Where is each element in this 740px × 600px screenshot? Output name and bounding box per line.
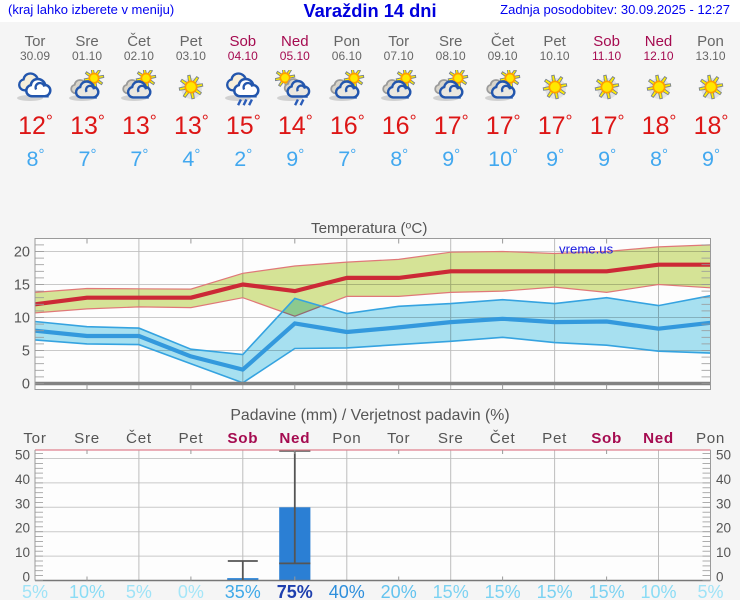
svg-text:0: 0 — [22, 377, 30, 393]
svg-text:Temperatura (oC): Temperatura (oC) — [311, 220, 427, 238]
svg-text:15%: 15% — [537, 582, 573, 600]
svg-text:Pon: Pon — [696, 430, 725, 447]
svg-text:Ned: Ned — [643, 430, 674, 447]
svg-text:20%: 20% — [381, 582, 417, 600]
svg-text:Tor: Tor — [387, 430, 410, 447]
svg-text:15: 15 — [14, 278, 30, 294]
svg-text:40: 40 — [716, 472, 731, 487]
svg-text:Sob: Sob — [591, 430, 622, 447]
svg-text:Sob: Sob — [227, 430, 258, 447]
svg-text:10: 10 — [15, 545, 30, 560]
svg-text:40: 40 — [15, 472, 30, 487]
svg-text:30: 30 — [15, 496, 30, 511]
svg-text:Čet: Čet — [126, 430, 152, 447]
svg-text:10: 10 — [716, 545, 731, 560]
svg-text:Pet: Pet — [178, 430, 203, 447]
svg-text:5%: 5% — [126, 582, 152, 600]
svg-text:Sre: Sre — [74, 430, 100, 447]
svg-text:5%: 5% — [22, 582, 48, 600]
svg-text:5%: 5% — [697, 582, 723, 600]
svg-text:15%: 15% — [433, 582, 469, 600]
svg-text:20: 20 — [716, 521, 731, 536]
svg-text:75%: 75% — [277, 582, 313, 600]
svg-text:50: 50 — [15, 448, 30, 463]
svg-text:Padavine (mm) / Verjetnost pad: Padavine (mm) / Verjetnost padavin (%) — [230, 407, 509, 424]
svg-text:0: 0 — [22, 570, 30, 585]
svg-text:Čet: Čet — [490, 430, 516, 447]
svg-text:20: 20 — [14, 245, 30, 261]
svg-text:30: 30 — [716, 496, 731, 511]
svg-text:Sre: Sre — [438, 430, 464, 447]
svg-text:10: 10 — [14, 311, 30, 327]
svg-text:Pon: Pon — [332, 430, 361, 447]
svg-text:Ned: Ned — [279, 430, 310, 447]
svg-text:0: 0 — [716, 570, 724, 585]
svg-text:Pet: Pet — [542, 430, 567, 447]
svg-text:Tor: Tor — [23, 430, 46, 447]
svg-text:5: 5 — [22, 344, 30, 360]
svg-text:40%: 40% — [329, 582, 365, 600]
svg-text:35%: 35% — [225, 582, 261, 600]
svg-text:15%: 15% — [589, 582, 625, 600]
svg-text:0%: 0% — [178, 582, 204, 600]
svg-text:50: 50 — [716, 448, 731, 463]
svg-text:10%: 10% — [640, 582, 676, 600]
svg-text:vreme.us: vreme.us — [559, 242, 614, 257]
svg-text:15%: 15% — [485, 582, 521, 600]
svg-text:20: 20 — [15, 521, 30, 536]
svg-text:10%: 10% — [69, 582, 105, 600]
